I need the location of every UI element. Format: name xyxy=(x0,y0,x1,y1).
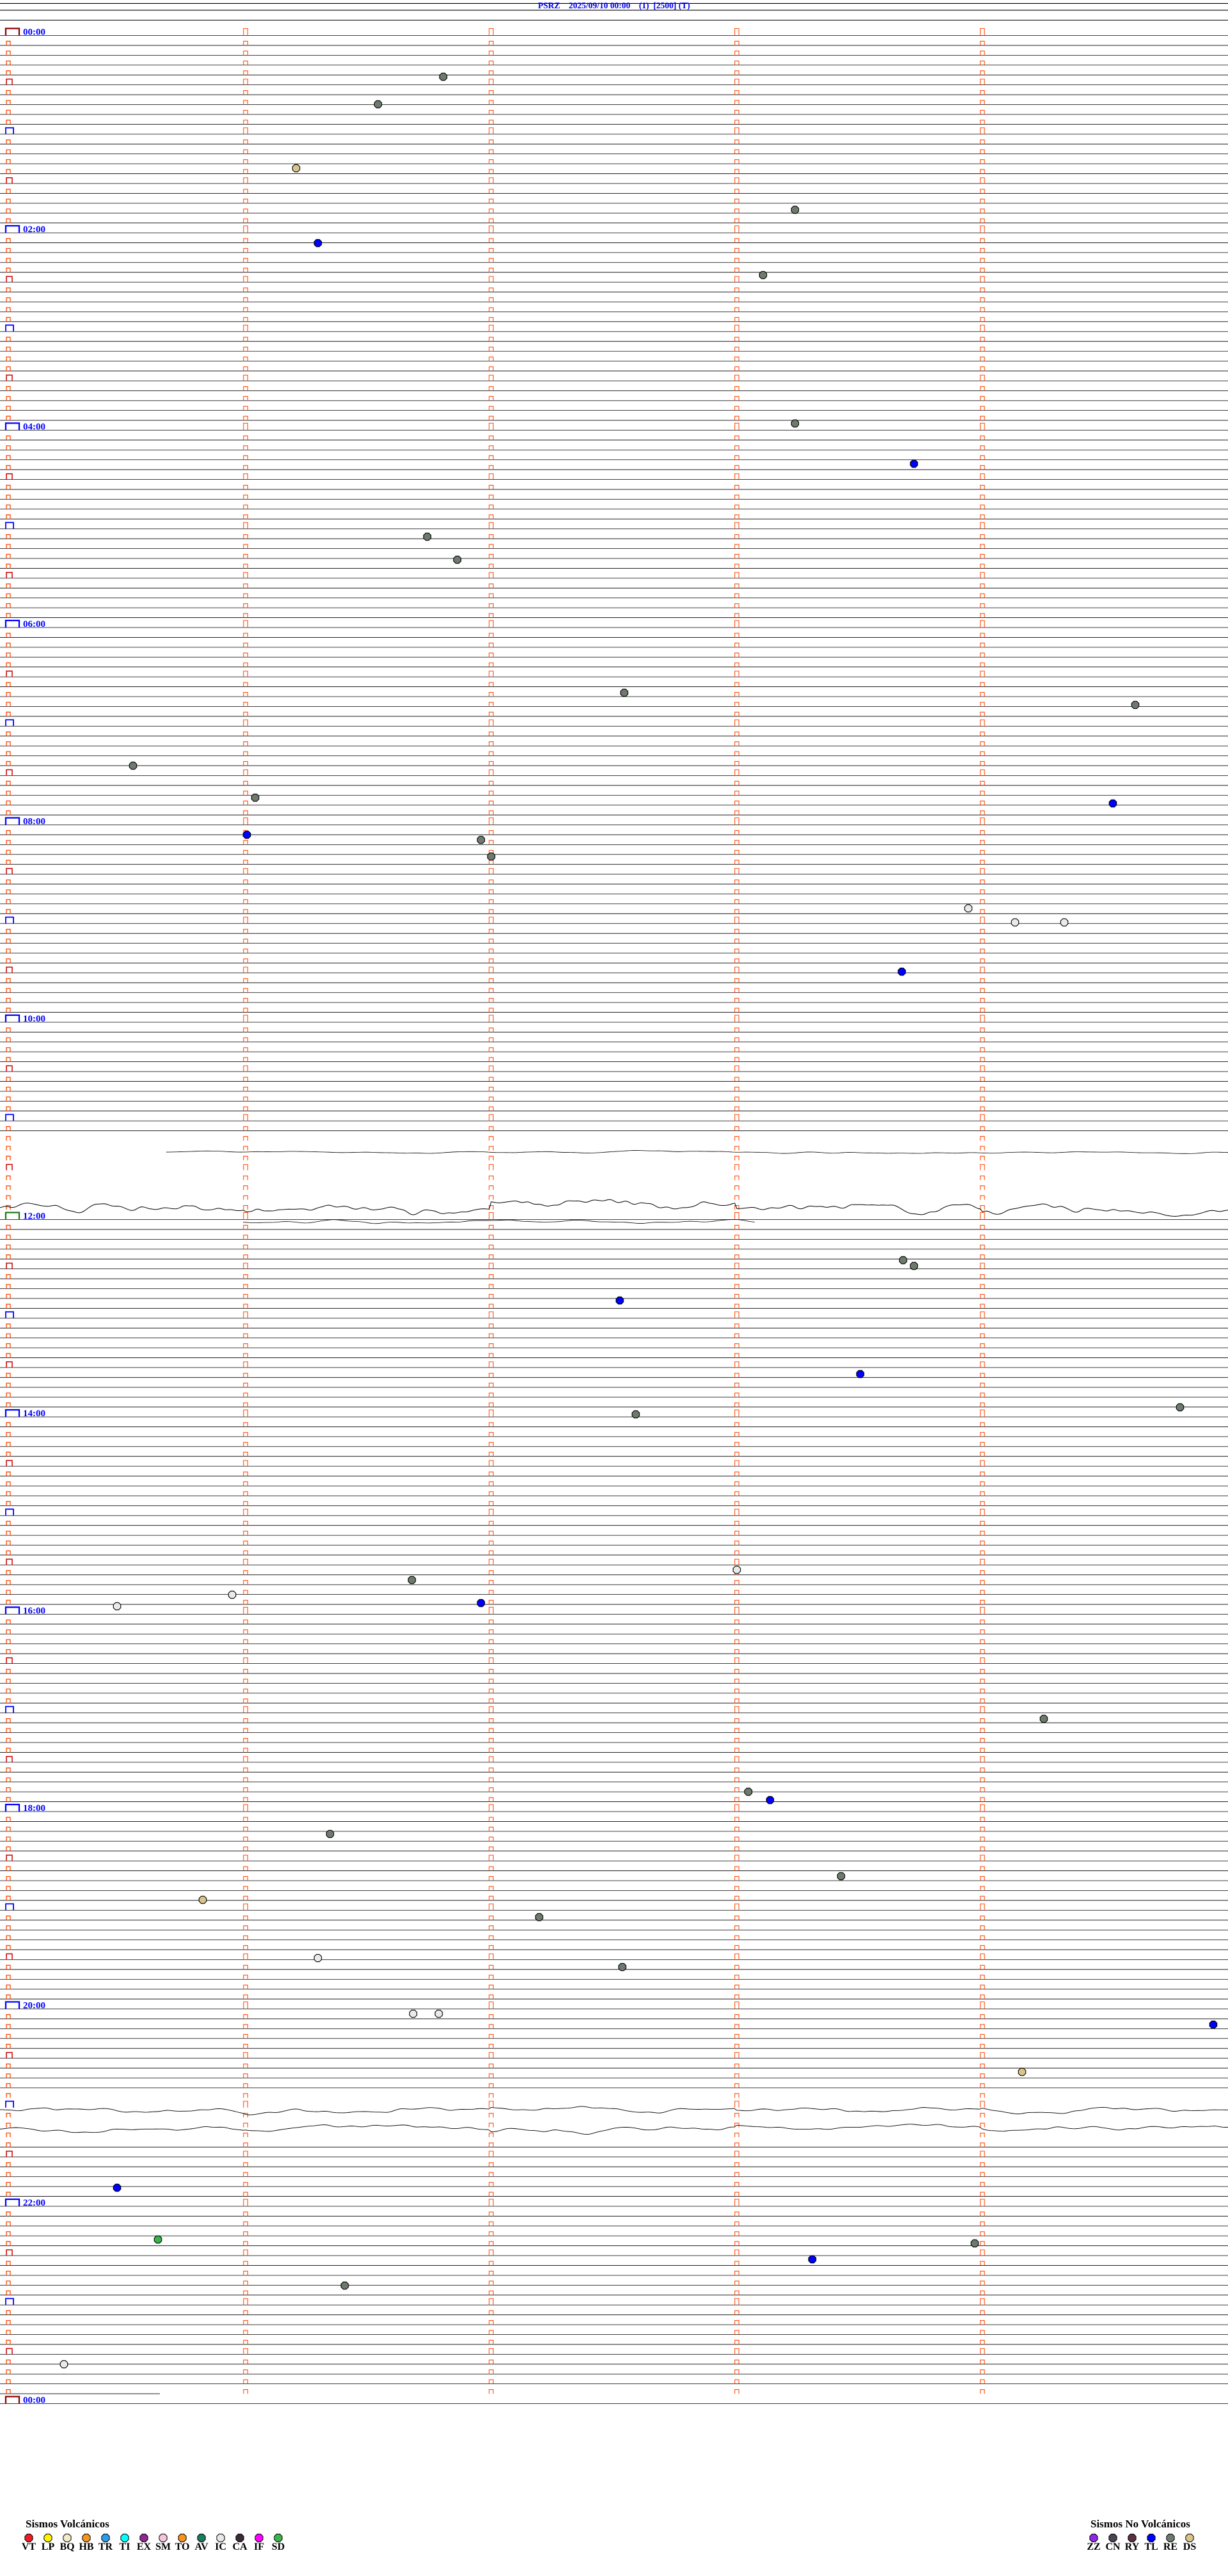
svg-text:12:00: 12:00 xyxy=(23,1212,45,1222)
svg-text:00:00: 00:00 xyxy=(23,28,45,38)
svg-text:20:00: 20:00 xyxy=(23,2001,45,2011)
svg-text:Sismos No Volcánicos: Sismos No Volcánicos xyxy=(1090,2518,1190,2530)
svg-text:HB: HB xyxy=(79,2541,93,2552)
svg-text:14:00: 14:00 xyxy=(23,1409,45,1419)
svg-text:Sismos Volcánicos: Sismos Volcánicos xyxy=(26,2518,109,2530)
svg-text:TL: TL xyxy=(1144,2541,1158,2552)
svg-text:IF: IF xyxy=(254,2541,264,2552)
svg-text:VT: VT xyxy=(22,2541,36,2552)
svg-text:CN: CN xyxy=(1105,2541,1121,2552)
svg-text:00:00: 00:00 xyxy=(23,2396,45,2406)
svg-text:02:00: 02:00 xyxy=(23,225,45,235)
svg-text:18:00: 18:00 xyxy=(23,1803,45,1813)
svg-text:06:00: 06:00 xyxy=(23,619,45,629)
svg-text:AV: AV xyxy=(194,2541,208,2552)
svg-text:SD: SD xyxy=(272,2541,285,2552)
svg-text:DS: DS xyxy=(1183,2541,1197,2552)
svg-text:RE: RE xyxy=(1163,2541,1177,2552)
svg-text:08:00: 08:00 xyxy=(23,817,45,827)
svg-text:TI: TI xyxy=(120,2541,130,2552)
svg-text:SM: SM xyxy=(155,2541,171,2552)
svg-text:EX: EX xyxy=(137,2541,152,2552)
svg-text:22:00: 22:00 xyxy=(23,2198,45,2208)
svg-text:RY: RY xyxy=(1125,2541,1140,2552)
svg-text:LP: LP xyxy=(42,2541,55,2552)
svg-text:BQ: BQ xyxy=(59,2541,74,2552)
svg-text:IC: IC xyxy=(215,2541,226,2552)
svg-text:TR: TR xyxy=(98,2541,113,2552)
svg-text:TO: TO xyxy=(175,2541,190,2552)
svg-text:04:00: 04:00 xyxy=(23,422,45,432)
svg-text:ZZ: ZZ xyxy=(1087,2541,1100,2552)
svg-text:PSRZ 2025/09/10 00:00 (1: PSRZ 2025/09/10 00:00 (1) [2500] (T) xyxy=(538,1,690,10)
svg-text:10:00: 10:00 xyxy=(23,1014,45,1024)
svg-text:16:00: 16:00 xyxy=(23,1606,45,1616)
svg-text:CA: CA xyxy=(232,2541,248,2552)
